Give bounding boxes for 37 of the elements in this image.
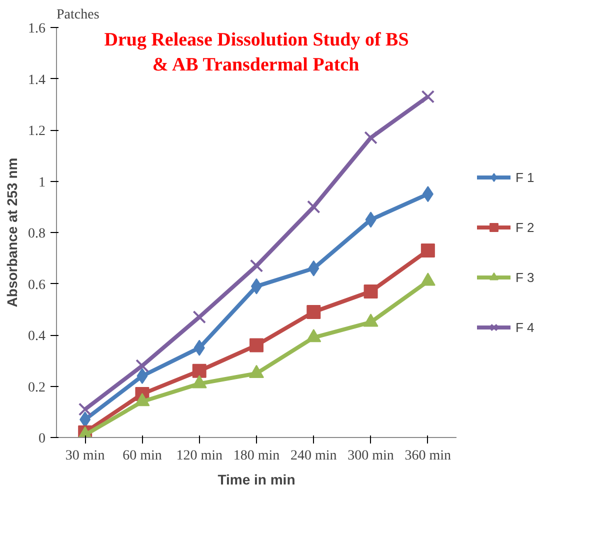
y-tick-label: 1.4	[28, 72, 46, 88]
y-tick-label: 0.4	[28, 329, 46, 344]
x-tick-label: 120 min	[176, 448, 222, 464]
y-tick-label: 0.8	[28, 226, 46, 242]
x-tick-label: 300 min	[348, 448, 394, 464]
point	[192, 364, 206, 378]
x-tick-label: 240 min	[290, 448, 337, 464]
point	[136, 359, 149, 372]
y-tick-label: 0.6	[28, 278, 46, 293]
point	[364, 131, 378, 144]
y-tick-label: 1	[38, 175, 46, 190]
x-tick-label: 30 min	[65, 448, 105, 464]
y-tick-label: 1.2	[28, 124, 46, 139]
legend-label: F 1	[516, 170, 536, 184]
point	[78, 402, 92, 416]
legend-label: F 2	[516, 220, 536, 234]
point	[192, 310, 206, 324]
x-tick-label: 360 min	[404, 448, 452, 464]
point	[364, 284, 378, 298]
point	[136, 368, 148, 384]
x-tick-label: 180 min	[233, 448, 280, 464]
y-axis-title: Absorbance at 253 nm	[4, 158, 20, 308]
y-tick-label: 0.2	[28, 380, 46, 396]
legend-label: F 3	[516, 270, 536, 284]
text: Drug Release Dissolution Study of BS & AB Transdermal Patch	[104, 30, 409, 76]
point	[420, 243, 435, 258]
text: Patches	[56, 8, 100, 22]
point	[250, 338, 264, 352]
point	[306, 304, 321, 319]
x-axis-title: Time in min	[218, 472, 296, 488]
y-tick-label: 0	[38, 432, 46, 446]
point	[421, 90, 435, 104]
point	[250, 259, 264, 272]
y-tick-label: 1.6	[28, 22, 46, 36]
x-tick-label: 60 min	[122, 448, 162, 464]
legend-label: F 4	[516, 320, 536, 334]
point	[306, 200, 320, 214]
